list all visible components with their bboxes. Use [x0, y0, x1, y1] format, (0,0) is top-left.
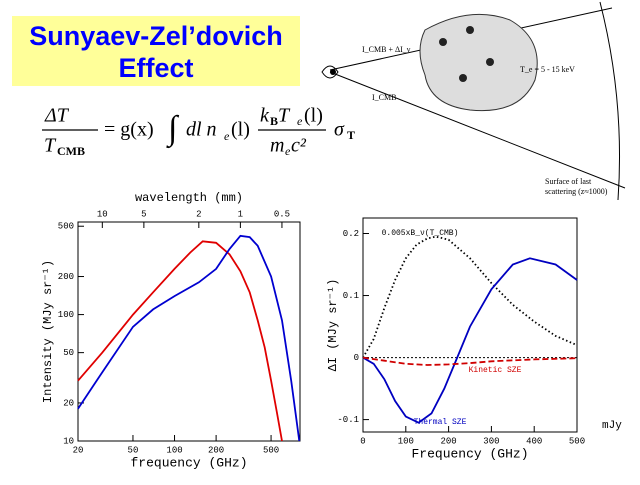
series-line: [362, 235, 578, 359]
x2-tick-label: 10: [97, 209, 108, 219]
unit-note: mJy: [602, 420, 622, 432]
eq-part: ∫: [166, 110, 180, 149]
x-tick-label: 20: [73, 445, 84, 455]
eq-part: CMB: [57, 144, 85, 158]
ray-label: I_CMB + ΔI_ν: [362, 45, 411, 54]
eq-part: = g(x): [104, 119, 154, 141]
eq-part: ΔT: [44, 105, 70, 127]
x-axis-label: Frequency (GHz): [411, 446, 528, 461]
diagram: I_CMB + ΔI_ν I_CMB T_e = 5 - 15 keV Surf…: [321, 1, 626, 201]
last-scattering-surface: [599, 1, 621, 201]
equation: ΔT T CMB = g(x) ∫ dl n e (l) k B T e (l)…: [42, 105, 355, 158]
x2-tick-label: 0.5: [274, 209, 290, 219]
eq-part: e: [297, 114, 303, 128]
title: Effect: [118, 53, 193, 83]
eq-part: B: [270, 114, 278, 128]
y-tick-label: 10: [63, 436, 74, 446]
eye: [321, 65, 339, 79]
chart: 0 100 200 300 400 500 -0.1 0 0.1 0.2 Frequency (GH…: [326, 217, 585, 461]
x-tick-label: 100: [398, 436, 414, 446]
y-tick-label: 100: [58, 310, 74, 320]
series-line: [362, 356, 578, 366]
eq-part: T: [44, 135, 57, 157]
x-tick-label: 100: [166, 445, 182, 455]
galaxy: [486, 58, 494, 66]
x-tick-label: 0: [360, 436, 365, 446]
series-line: [362, 257, 578, 424]
surface-label: Surface of last: [545, 177, 592, 186]
x-tick-label: 50: [128, 445, 139, 455]
y-tick-label: 20: [63, 398, 74, 408]
x-tick-label: 500: [569, 436, 585, 446]
series-label: Kinetic SZE: [469, 366, 522, 375]
x-tick-label: 200: [440, 436, 456, 446]
y-tick-label: 500: [58, 222, 74, 232]
y-tick-label: -0.1: [337, 415, 359, 425]
x2-axis-label: wavelength (mm): [135, 191, 243, 205]
plot-frame: [362, 217, 578, 433]
plot-frame: [77, 221, 301, 442]
y-tick-label: 50: [63, 348, 74, 358]
surface-label: scattering (z≈1000): [545, 187, 608, 196]
cluster: [419, 13, 538, 112]
ray-label: I_CMB: [372, 93, 396, 102]
x2-tick-label: 1: [238, 209, 243, 219]
x2-tick-label: 2: [196, 209, 201, 219]
y-axis-label: Intensity (MJy sr⁻¹): [41, 260, 55, 403]
series-line: [77, 240, 283, 442]
eq-part: c²: [291, 135, 307, 157]
eq-part: dl n: [186, 119, 217, 141]
x2-tick-label: 5: [141, 209, 146, 219]
y-tick-label: 0: [354, 353, 359, 363]
title: Sunyaev-Zel’dovich: [29, 21, 283, 51]
eq-part: m: [270, 135, 284, 157]
series-label: 0.005xB_ν(T_CMB): [382, 229, 459, 238]
eq-part: σ: [334, 119, 345, 141]
series-line: [77, 234, 301, 442]
x-tick-label: 500: [263, 445, 279, 455]
eq-part: e: [224, 129, 230, 143]
pupil: [330, 69, 336, 75]
y-axis-label: ΔI (MJy sr⁻¹): [326, 279, 340, 372]
galaxy: [439, 38, 447, 46]
eq-part: T: [347, 128, 355, 142]
galaxy: [466, 26, 474, 34]
eq-part: (l): [231, 119, 250, 141]
y-tick-label: 200: [58, 272, 74, 282]
x-tick-label: 300: [483, 436, 499, 446]
x-tick-label: 200: [208, 445, 224, 455]
galaxy: [459, 74, 467, 82]
title-box: [12, 16, 300, 86]
x-axis-label: frequency (GHz): [130, 455, 247, 470]
series-label: Thermal SZE: [414, 418, 467, 427]
eq-part: k: [260, 105, 270, 127]
eq-part: e: [285, 144, 291, 158]
eq-part: (l): [304, 105, 323, 127]
y-tick-label: 0.2: [343, 229, 359, 239]
y-tick-label: 0.1: [343, 291, 359, 301]
cluster-label: T_e = 5 - 15 keV: [520, 65, 575, 74]
eq-part: T: [278, 105, 291, 127]
x-tick-label: 400: [526, 436, 542, 446]
